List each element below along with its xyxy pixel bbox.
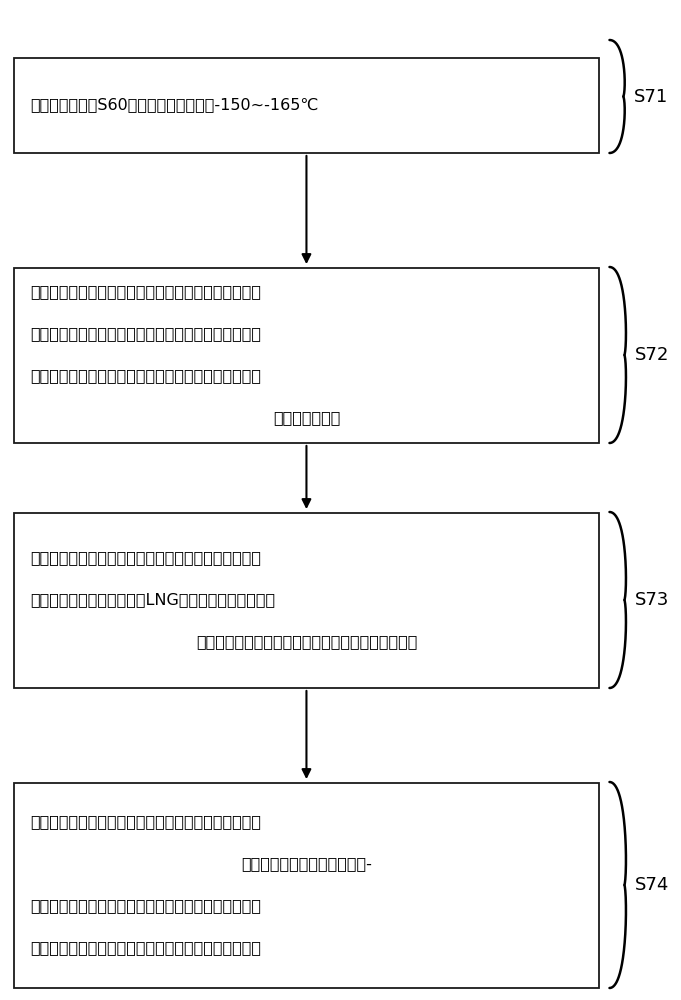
Bar <box>14 782 599 988</box>
Text: 脱甲烷：采用低温精馏的工艺将富甲烷物流中的杂质脱: 脱甲烷：采用低温精馏的工艺将富甲烷物流中的杂质脱 <box>31 550 262 566</box>
Bar <box>14 267 599 442</box>
Text: 气为一氧化碳，所述杂质包括氢气、氮气、一氧化碳: 气为一氧化碳，所述杂质包括氢气、氮气、一氧化碳 <box>195 635 417 650</box>
Bar <box>14 512 599 688</box>
Text: 除，分离得到的富甲烷物流送往脱甲烷塔进一步精制；: 除，分离得到的富甲烷物流送往脱甲烷塔进一步精制； <box>31 327 262 342</box>
Text: S71: S71 <box>633 88 668 105</box>
Text: 液氮洗：液氮洗脱除工艺气中的一氧化碳、甲烷气体，: 液氮洗：液氮洗脱除工艺气中的一氧化碳、甲烷气体， <box>31 814 262 830</box>
Text: S74: S74 <box>635 876 669 894</box>
Text: S72: S72 <box>635 346 669 364</box>
Text: 分离得到的富氢气一部分送至液氮洗精制，另一部分送: 分离得到的富氢气一部分送至液氮洗精制，另一部分送 <box>31 368 262 383</box>
Text: 降温：将经步骤S60后的焦炉煤气降温至-150~-165℃: 降温：将经步骤S60后的焦炉煤气降温至-150~-165℃ <box>31 98 319 112</box>
Text: 至甲醇合成系统: 至甲醇合成系统 <box>273 410 340 426</box>
Bar <box>14 57 599 152</box>
Text: 除，甲烷塔塔底得到纯净的LNG产品，脱甲烷塔塔顶尾: 除，甲烷塔塔底得到纯净的LNG产品，脱甲烷塔塔顶尾 <box>31 592 276 607</box>
Text: 脱氢：采用低温精馏的工艺将氢气和一氧化碳、氮气脱: 脱氢：采用低温精馏的工艺将氢气和一氧化碳、氮气脱 <box>31 284 262 300</box>
Text: 氢氮气，富氢尾气经液氮洗处理后，氢氮气送至氮合成: 氢氮气，富氢尾气经液氮洗处理后，氢氮气送至氮合成 <box>31 898 262 914</box>
Text: S73: S73 <box>635 591 669 609</box>
Text: 得到纯净的氢气和氮气混合气-: 得到纯净的氢气和氮气混合气- <box>241 856 372 872</box>
Text: 系统；液氮洗尾气则汇入脱甲烷尾气送至甲醇合成系统: 系统；液氮洗尾气则汇入脱甲烷尾气送至甲醇合成系统 <box>31 940 262 956</box>
